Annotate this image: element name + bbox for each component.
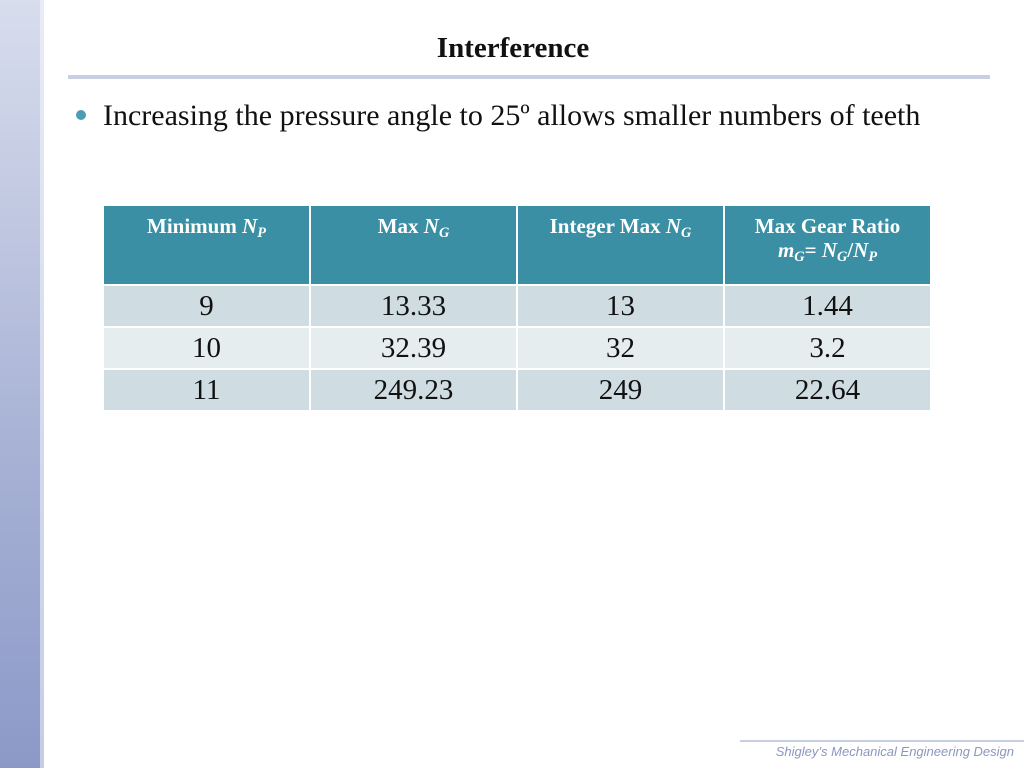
formula-m: m — [777, 238, 795, 262]
footer-rule — [740, 740, 1024, 742]
bullet-dot-icon — [76, 110, 86, 120]
table-row: 11 249.23 249 22.64 — [102, 368, 932, 412]
bullet-text: Increasing the pressure angle to 25º all… — [103, 99, 921, 132]
header-minimum-np: Minimum NP — [102, 204, 311, 286]
left-decorative-bar — [0, 0, 40, 768]
formula-eq: = — [804, 238, 822, 262]
header-max-ng: Max NG — [309, 204, 518, 286]
table-header-row: Minimum NP Max NG Integer Max NG Max Gea… — [102, 204, 932, 286]
table-cell: 22.64 — [723, 368, 932, 412]
table-cell: 249.23 — [309, 368, 518, 412]
table-cell: 249 — [516, 368, 725, 412]
table-row: 10 32.39 32 3.2 — [102, 326, 932, 370]
table-cell: 32 — [516, 326, 725, 370]
table-cell: 1.44 — [723, 284, 932, 328]
header-line1: Max Gear Ratio — [754, 214, 901, 238]
header-text: Minimum — [147, 214, 243, 238]
header-var: N — [665, 214, 682, 238]
header-text: Max — [377, 214, 424, 238]
table-cell: 11 — [102, 368, 311, 412]
table-cell: 10 — [102, 326, 311, 370]
table-cell: 13 — [516, 284, 725, 328]
table-cell: 3.2 — [723, 326, 932, 370]
table-cell: 32.39 — [309, 326, 518, 370]
header-text: Integer Max — [549, 214, 666, 238]
formula-n2-sub: P — [868, 248, 878, 265]
formula-n1-sub: G — [837, 248, 848, 265]
formula-slash: / — [847, 238, 854, 262]
header-var: N — [423, 214, 439, 238]
title-underline — [68, 75, 990, 79]
header-var: N — [242, 214, 258, 238]
left-bar-edge — [40, 0, 44, 768]
formula-n1: N — [821, 238, 837, 262]
header-integer-max-ng: Integer Max NG — [516, 204, 725, 286]
header-sub: P — [257, 224, 266, 241]
table-cell: 13.33 — [309, 284, 518, 328]
header-sub: G — [681, 224, 692, 241]
header-max-gear-ratio: Max Gear Ratio mG= NG/NP — [723, 204, 932, 286]
table-cell: 9 — [102, 284, 311, 328]
formula-n2: N — [853, 238, 869, 262]
header-sub: G — [438, 224, 450, 241]
footer-text: Shigley’s Mechanical Engineering Design — [775, 744, 1014, 759]
header-formula: mG= NG/NP — [725, 238, 930, 265]
slide-title: Interference — [436, 32, 590, 64]
formula-m-sub: G — [794, 248, 805, 265]
table-row: 9 13.33 13 1.44 — [102, 284, 932, 328]
bullet-item: Increasing the pressure angle to 25º all… — [76, 95, 976, 136]
gear-ratio-table: Minimum NP Max NG Integer Max NG Max Gea… — [102, 204, 932, 412]
